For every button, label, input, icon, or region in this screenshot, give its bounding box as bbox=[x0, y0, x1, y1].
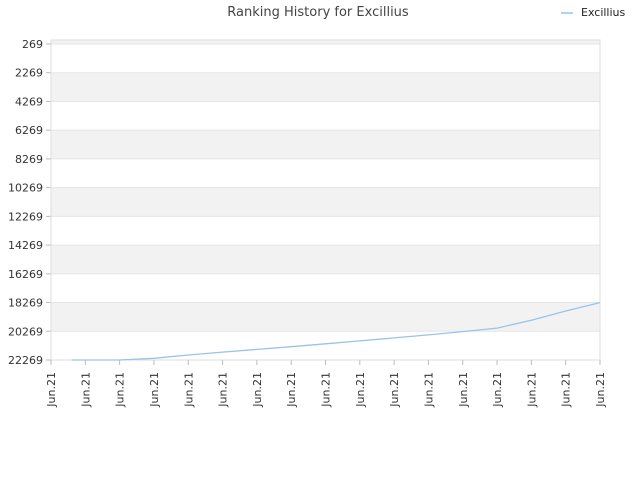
y-tick-label: 20269 bbox=[8, 325, 43, 338]
plot-band bbox=[51, 187, 600, 217]
x-tick-labels: Jun.21 Jun.21 Jun.21 Jun.21 Jun.21 Jun.21 Jun.… bbox=[45, 372, 607, 408]
x-tick-label: Jun.21 bbox=[114, 372, 127, 408]
x-tick-label: Jun.21 bbox=[354, 372, 367, 408]
legend: Excillius bbox=[561, 6, 626, 19]
x-tick-label: Jun.21 bbox=[148, 372, 161, 408]
y-tick-label: 269 bbox=[22, 38, 43, 51]
plot-band bbox=[51, 302, 600, 332]
y-tick-label: 14269 bbox=[8, 239, 43, 252]
x-tick-label: Jun.21 bbox=[285, 372, 298, 408]
plot-band bbox=[51, 130, 600, 159]
y-tick-label: 16269 bbox=[8, 268, 43, 281]
y-tick-label: 18269 bbox=[8, 297, 43, 310]
y-tick-label: 6269 bbox=[15, 124, 43, 137]
x-tick-label: Jun.21 bbox=[182, 372, 195, 408]
y-tick-label: 4269 bbox=[15, 95, 43, 108]
y-tick-labels: 269 2269 4269 6269 8269 10269 12269 14269 16269 1… bbox=[8, 38, 43, 367]
y-tick-label: 12269 bbox=[8, 210, 43, 223]
x-tick-label: Jun.21 bbox=[251, 372, 264, 408]
plot-band bbox=[51, 72, 600, 102]
x-tick-label: Jun.21 bbox=[560, 372, 573, 408]
y-tick-label: 10269 bbox=[8, 182, 43, 195]
plot-bands bbox=[51, 40, 600, 332]
x-tick-label: Jun.21 bbox=[491, 372, 504, 408]
x-tick-label: Jun.21 bbox=[525, 372, 538, 408]
plot-band bbox=[51, 245, 600, 274]
plot-axes bbox=[46, 39, 601, 365]
y-tick-label: 8269 bbox=[15, 153, 43, 166]
legend-label-excillius: Excillius bbox=[581, 6, 626, 19]
y-tick-label: 22269 bbox=[8, 354, 43, 367]
series-line-excillius bbox=[71, 301, 601, 361]
plot-band bbox=[51, 40, 600, 44]
chart-title: Ranking History for Excillius bbox=[227, 5, 409, 20]
x-tick-label: Jun.21 bbox=[217, 372, 230, 408]
x-tick-label: Jun.21 bbox=[457, 372, 470, 408]
x-tick-label: Jun.21 bbox=[594, 372, 607, 408]
x-tick-label: Jun.21 bbox=[388, 372, 401, 408]
y-tick-label: 2269 bbox=[15, 67, 43, 80]
x-tick-label: Jun.21 bbox=[422, 372, 435, 408]
series-lines bbox=[71, 301, 601, 361]
x-tick-label: Jun.21 bbox=[79, 372, 92, 408]
x-tick-label: Jun.21 bbox=[45, 372, 58, 408]
x-tick-label: Jun.21 bbox=[320, 372, 333, 408]
